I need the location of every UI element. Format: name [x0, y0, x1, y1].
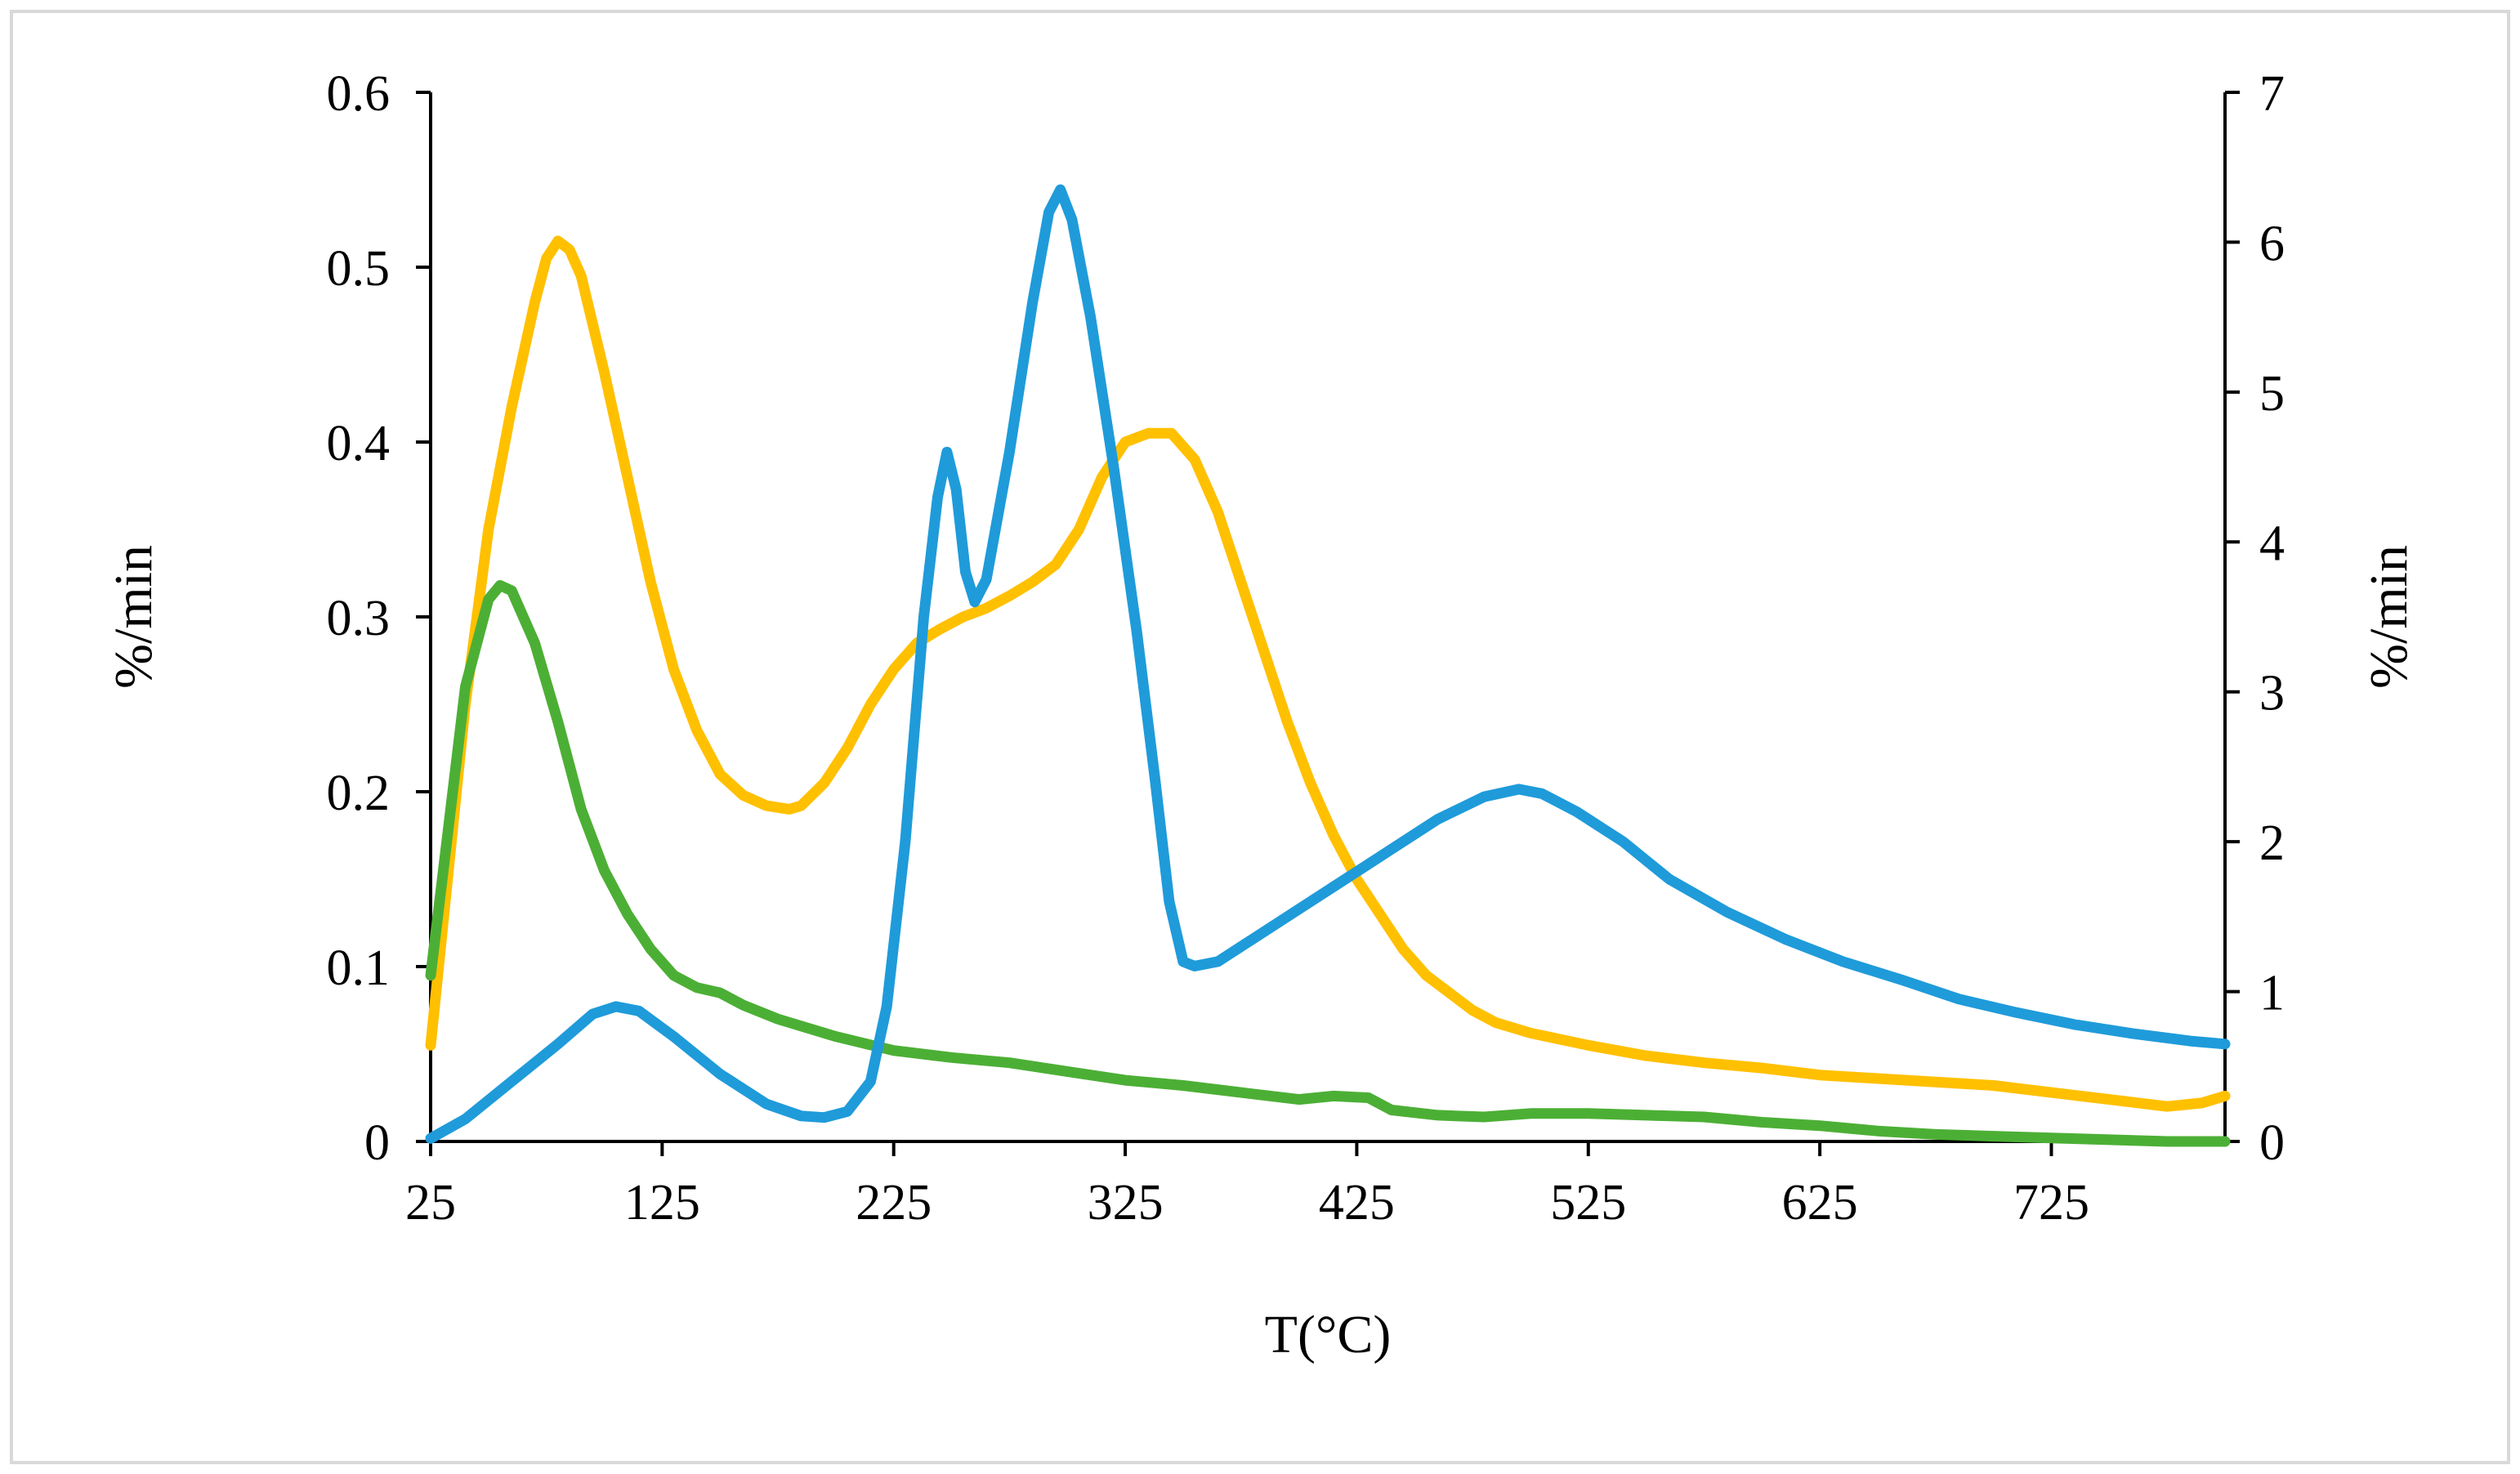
y-tick-label: 0.3: [327, 591, 391, 646]
series-line-2: [425, 580, 2231, 1147]
y2-tick-label: 2: [2259, 815, 2285, 871]
y2-tick-label: 7: [2259, 66, 2285, 122]
x-tick-label: 425: [1319, 1175, 1395, 1231]
y-ticks: 0 0.1 0.2 0.3 0.4 0.5 0.6: [327, 66, 431, 1171]
x-tick-label: 125: [624, 1175, 700, 1231]
series: [425, 184, 2231, 1147]
y-tick-label: 0.5: [327, 241, 391, 297]
series-line-3: [425, 184, 2231, 1144]
x-tick-label: 725: [2013, 1175, 2089, 1231]
y2-tick-label: 3: [2259, 666, 2285, 721]
y2-tick-label: 4: [2259, 516, 2285, 571]
y-tick-label: 0.4: [327, 416, 391, 471]
y2-tick-label: 5: [2259, 366, 2285, 422]
x-tick-label: 625: [1782, 1175, 1858, 1231]
x-axis-title: T(°C): [1265, 1305, 1392, 1365]
x-ticks: 25 125 225 325 425 525 625 725: [405, 1141, 2089, 1231]
x-tick-label: 525: [1550, 1175, 1626, 1231]
y-tick-label: 0.2: [327, 766, 391, 821]
series-line-1: [425, 235, 2231, 1112]
x-tick-label: 25: [405, 1175, 456, 1231]
y2-tick-label: 6: [2259, 216, 2285, 271]
y-axis-title: %/min: [104, 545, 163, 689]
y2-tick-label: 0: [2259, 1115, 2285, 1171]
y2-axis-title: %/min: [2359, 545, 2419, 689]
y2-tick-label: 1: [2259, 966, 2285, 1021]
x-tick-label: 225: [856, 1175, 932, 1231]
y2-ticks: 0 1 2 3 4 5 6 7: [2225, 66, 2285, 1171]
chart-frame: [10, 10, 2510, 1464]
x-tick-label: 325: [1088, 1175, 1164, 1231]
y-tick-label: 0.6: [327, 66, 391, 122]
y-tick-label: 0.1: [327, 940, 391, 996]
y-tick-label: 0: [364, 1115, 390, 1171]
